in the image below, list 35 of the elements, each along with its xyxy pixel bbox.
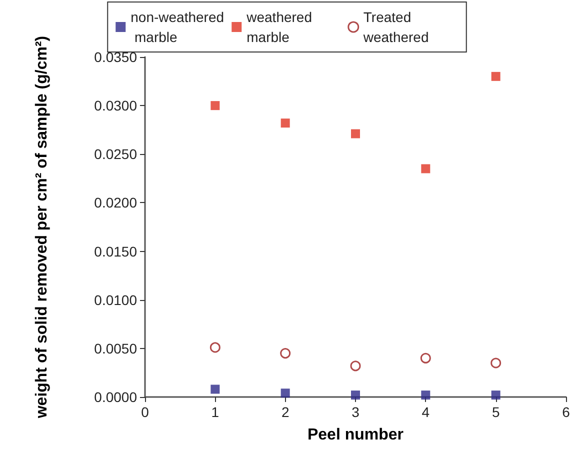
x-tick-label: 2 xyxy=(281,404,290,420)
point xyxy=(210,384,220,394)
y-tick-label: 0.0050 xyxy=(94,340,138,356)
point xyxy=(210,342,220,353)
x-tick-label: 1 xyxy=(211,404,220,420)
point xyxy=(421,390,430,400)
y-tick-label: 0.0000 xyxy=(94,389,138,405)
point xyxy=(351,129,360,138)
point xyxy=(421,164,430,174)
y-tick-label: 0.0300 xyxy=(94,98,138,114)
point xyxy=(420,352,431,364)
x-tick-label: 3 xyxy=(352,404,360,420)
x-tick-label: 5 xyxy=(492,404,500,420)
point xyxy=(350,360,361,372)
point xyxy=(491,72,500,81)
point xyxy=(280,348,291,359)
x-tick-label: 6 xyxy=(562,404,570,420)
point xyxy=(490,358,502,368)
x-tick-label: 0 xyxy=(141,404,150,420)
y-tick-label: 0.0100 xyxy=(94,292,138,308)
y-tick-label: 0.0250 xyxy=(94,146,138,162)
point xyxy=(280,118,290,128)
y-axis-title: weight of solid removed per cm² of sample (g/cm²) xyxy=(34,36,50,420)
point xyxy=(210,101,220,110)
point xyxy=(351,390,360,400)
y-tick-label: 0.0350 xyxy=(94,49,138,65)
legend-label: non-weathered marble xyxy=(130,9,224,45)
y-tick-label: 0.0150 xyxy=(94,243,138,260)
x-axis-title: Peel number xyxy=(307,426,404,444)
y-tick-label: 0.0200 xyxy=(94,194,138,211)
point xyxy=(280,388,290,398)
legend-label: Treated weathered xyxy=(362,9,429,45)
point xyxy=(491,390,500,400)
x-tick-label: 4 xyxy=(422,404,430,420)
legend-label: weathered marble xyxy=(246,9,316,45)
